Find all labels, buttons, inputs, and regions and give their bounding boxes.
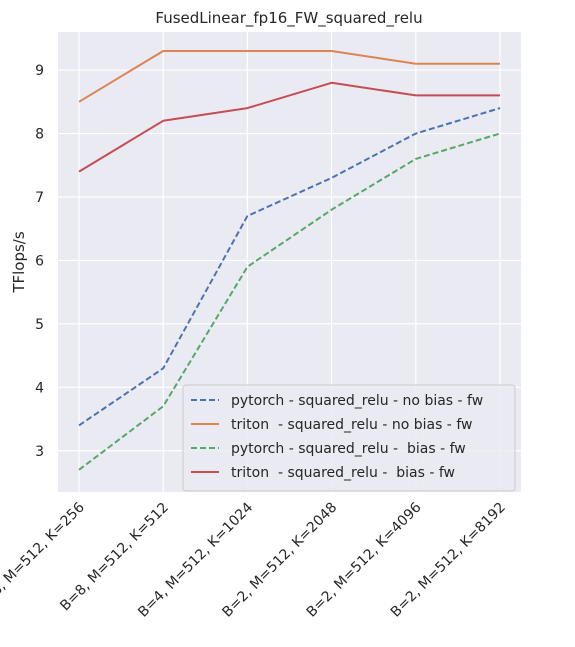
chart-title: FusedLinear_fp16_FW_squared_relu: [155, 9, 422, 28]
y-tick-label: 4: [35, 380, 44, 396]
y-tick-label: 7: [35, 190, 44, 206]
y-axis-label: TFlops/s: [10, 231, 28, 294]
series-line: [78, 107, 501, 427]
y-tick-label: 6: [35, 253, 44, 269]
y-tick-label: 9: [35, 63, 44, 79]
series-lines: [78, 50, 501, 471]
legend-label: pytorch - squared_relu - no bias - fw: [231, 393, 483, 409]
legend: pytorch - squared_relu - no bias - fw tri…: [182, 384, 516, 492]
y-tick-label: 5: [35, 317, 44, 333]
y-tick-label: 8: [35, 127, 44, 143]
legend-label: triton - squared_relu - no bias - fw: [231, 417, 472, 433]
series-line: [78, 81, 500, 173]
y-tick-label: 3: [35, 444, 44, 460]
series-line: [78, 132, 501, 471]
legend-label: triton - squared_relu - bias - fw: [231, 465, 455, 481]
series-line: [78, 50, 500, 103]
legend-label: pytorch - squared_relu - bias - fw: [231, 441, 466, 457]
legend-box: [182, 384, 516, 492]
y-tick-labels: 3 4 5 6 7 8 9: [35, 63, 44, 460]
